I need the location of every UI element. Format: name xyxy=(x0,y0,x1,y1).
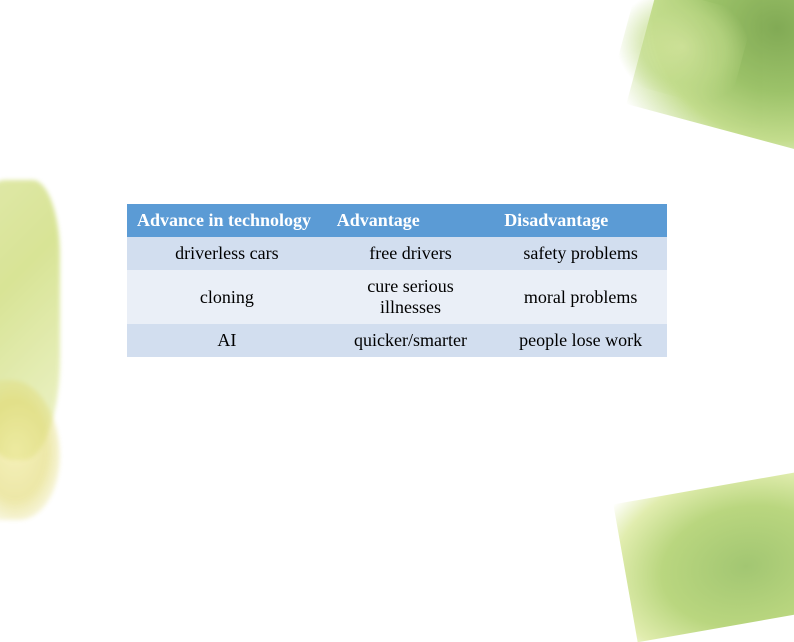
decoration-top-right xyxy=(626,0,794,151)
cell-advantage: free drivers xyxy=(327,237,494,270)
header-technology: Advance in technology xyxy=(127,204,327,237)
cell-tech: AI xyxy=(127,324,327,357)
cell-tech: driverless cars xyxy=(127,237,327,270)
header-advantage: Advantage xyxy=(327,204,494,237)
cell-advantage: quicker/smarter xyxy=(327,324,494,357)
technology-table: Advance in technology Advantage Disadvan… xyxy=(127,204,667,357)
table-row: cloning cure serious illnesses moral pro… xyxy=(127,270,667,324)
cell-tech: cloning xyxy=(127,270,327,324)
cell-advantage: cure serious illnesses xyxy=(327,270,494,324)
decoration-left xyxy=(0,180,60,460)
table-row: driverless cars free drivers safety prob… xyxy=(127,237,667,270)
decoration-bottom-right xyxy=(613,470,794,642)
header-disadvantage: Disadvantage xyxy=(494,204,667,237)
cell-disadvantage: moral problems xyxy=(494,270,667,324)
table-row: AI quicker/smarter people lose work xyxy=(127,324,667,357)
technology-table-container: Advance in technology Advantage Disadvan… xyxy=(127,204,667,357)
cell-disadvantage: people lose work xyxy=(494,324,667,357)
cell-disadvantage: safety problems xyxy=(494,237,667,270)
table-header-row: Advance in technology Advantage Disadvan… xyxy=(127,204,667,237)
